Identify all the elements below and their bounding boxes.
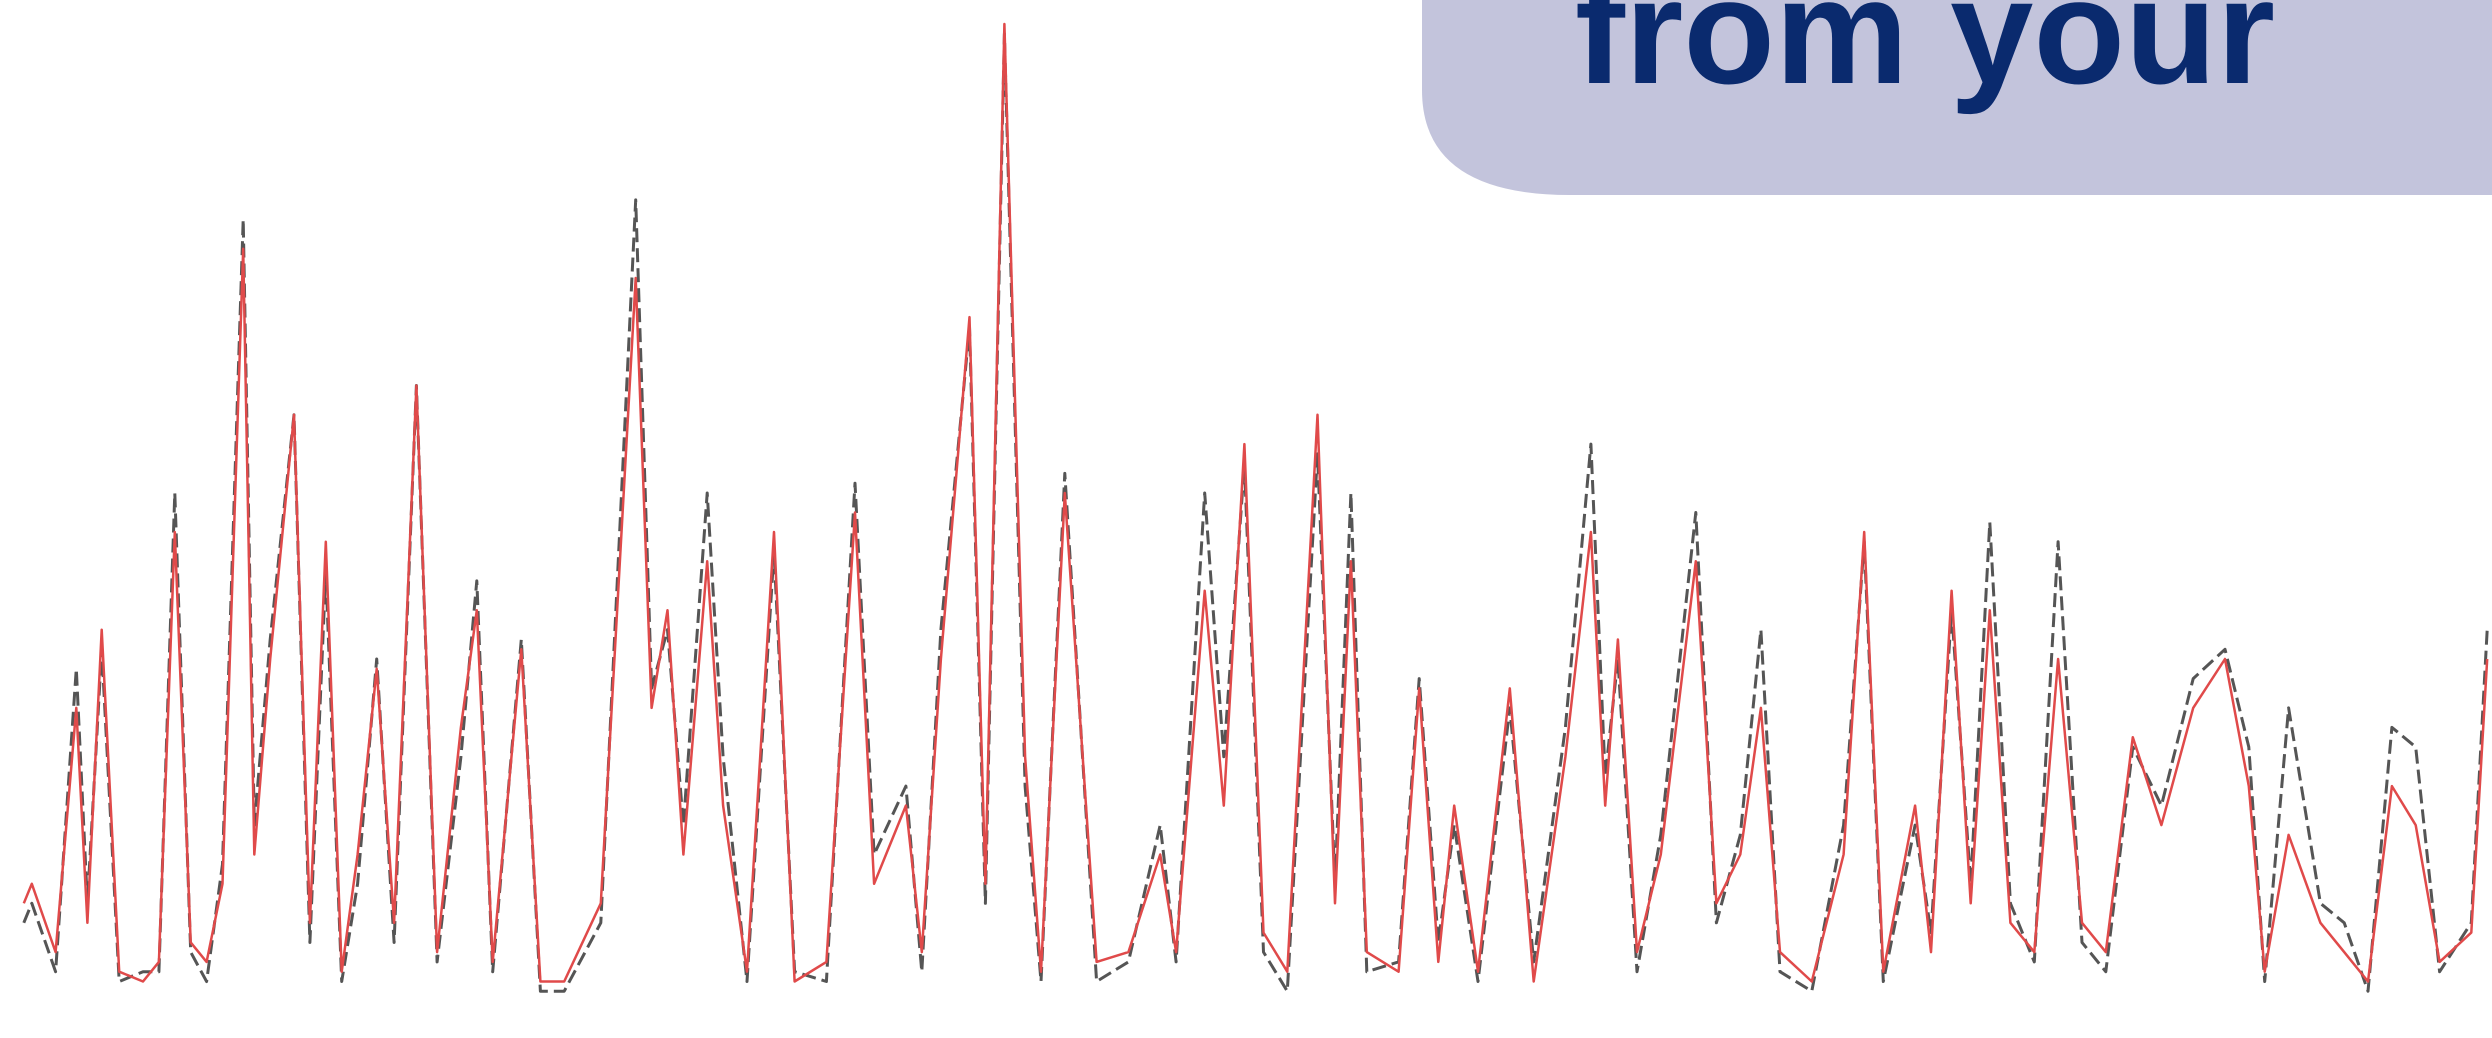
banner-background	[1422, 0, 2492, 195]
banner-text: from your	[1575, 0, 2275, 115]
series-line	[22, 22, 2489, 983]
